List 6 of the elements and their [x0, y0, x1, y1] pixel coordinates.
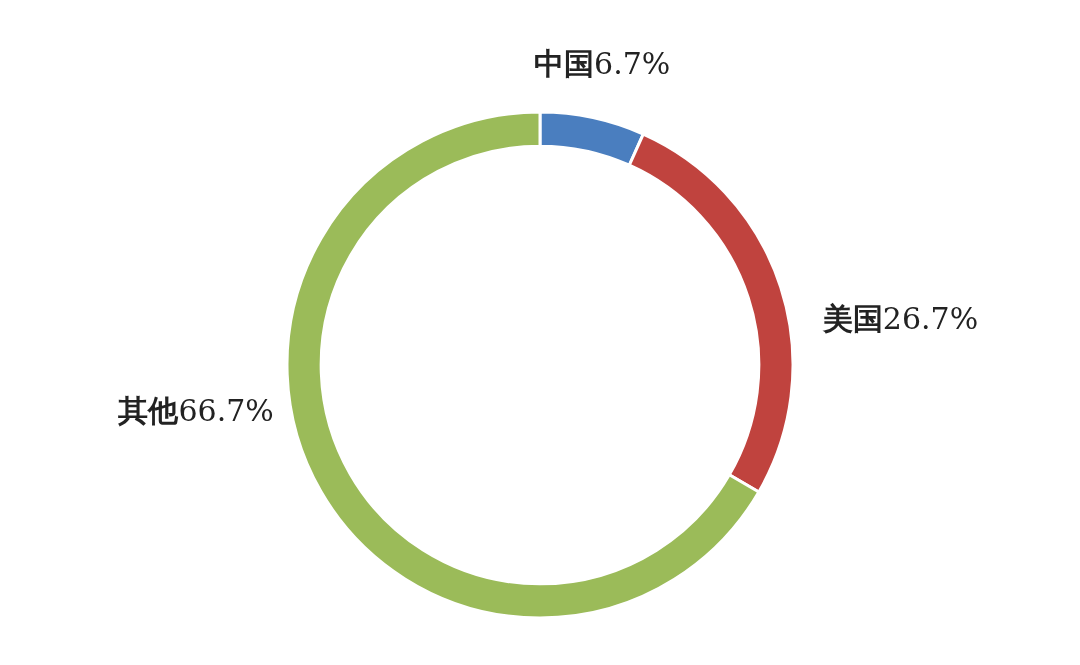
data-label: 6.7% [594, 45, 671, 81]
slice-label: 其他 [117, 393, 180, 429]
data-label: 26.7% [882, 300, 979, 336]
slice-label: 美国 [821, 300, 883, 336]
data-label: 66.7% [178, 393, 274, 429]
slice-label: 中国 [534, 45, 595, 81]
